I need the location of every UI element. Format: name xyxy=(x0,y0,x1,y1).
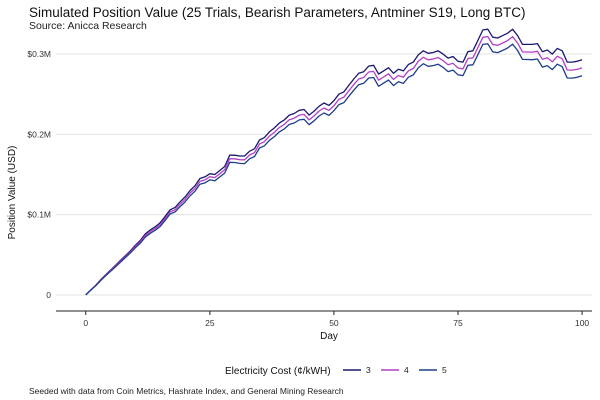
y-axis-label: Position Value (USD) xyxy=(7,146,18,240)
legend: Electricity Cost (¢/kWH) 3 4 5 xyxy=(225,365,447,377)
chart-subtitle: Source: Anicca Research xyxy=(29,20,147,32)
legend-label-5: 5 xyxy=(442,365,447,375)
x-tick-label-1: 25 xyxy=(205,318,215,328)
series-line-5 xyxy=(85,43,583,296)
y-axis-ticks: 0 $0.1M $0.2M $0.3M xyxy=(27,49,51,300)
x-tick-label-2: 50 xyxy=(329,318,339,328)
chart-title: Simulated Position Value (25 Trials, Bea… xyxy=(29,5,526,20)
y-tick-label-3: $0.3M xyxy=(27,49,51,59)
series-lines xyxy=(85,28,583,296)
x-tick-label-4: 100 xyxy=(575,318,589,328)
series-line-4 xyxy=(85,35,583,296)
x-axis-ticks: 0 25 50 75 100 xyxy=(83,311,589,328)
legend-title: Electricity Cost (¢/kWH) xyxy=(225,366,331,377)
y-tick-label-1: $0.1M xyxy=(27,210,51,220)
x-tick-label-3: 75 xyxy=(453,318,463,328)
gridlines xyxy=(56,53,592,296)
x-tick-label-0: 0 xyxy=(83,318,88,328)
legend-label-4: 4 xyxy=(404,365,409,375)
legend-items: 3 4 5 xyxy=(343,365,447,375)
series-line-3 xyxy=(85,28,583,296)
chart-caption: Seeded with data from Coin Metrics, Hash… xyxy=(29,386,344,396)
x-axis-label: Day xyxy=(320,331,338,342)
legend-label-3: 3 xyxy=(366,365,371,375)
y-tick-label-2: $0.2M xyxy=(27,129,51,139)
y-tick-label-0: 0 xyxy=(46,290,51,300)
